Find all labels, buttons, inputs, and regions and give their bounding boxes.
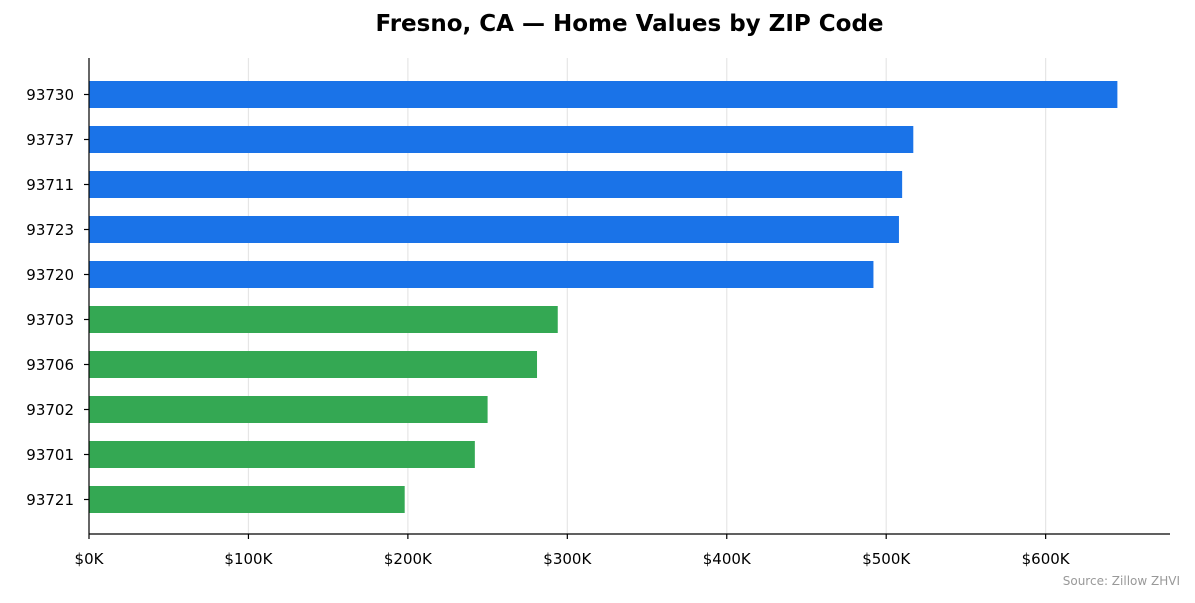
y-tick-label: 93706 <box>26 356 74 374</box>
x-tick-label: $0K <box>75 550 105 568</box>
bar-93702 <box>89 396 488 423</box>
bar-93701 <box>89 441 475 468</box>
y-tick-label: 93720 <box>26 266 74 284</box>
y-tick-label: 93723 <box>26 221 74 239</box>
bar-93723 <box>89 216 899 243</box>
y-tick-labels: 93730 93737 93711 93723 93720 93703 93706 93702… <box>26 86 74 509</box>
source-note: Source: Zillow ZHVI <box>1062 574 1180 588</box>
bar-93703 <box>89 306 558 333</box>
x-tick-label: $500K <box>862 550 911 568</box>
y-tick-label: 93737 <box>26 131 74 149</box>
x-tick-label: $100K <box>224 550 273 568</box>
x-tick-label: $200K <box>384 550 433 568</box>
y-tick-label: 93702 <box>26 401 74 419</box>
y-tick-label: 93701 <box>26 446 74 464</box>
bar-93706 <box>89 351 538 378</box>
bar-93730 <box>89 81 1118 108</box>
x-tick-labels: $0K $100K $200K $300K $400K $500K $600K <box>75 550 1071 568</box>
x-tick-label: $300K <box>543 550 592 568</box>
y-tick-label: 93711 <box>26 176 74 194</box>
bar-93721 <box>89 486 405 513</box>
chart-title: Fresno, CA — Home Values by ZIP Code <box>375 11 884 37</box>
y-tick-label: 93730 <box>26 86 74 104</box>
bars <box>89 81 1118 513</box>
y-tick-label: 93703 <box>26 311 74 329</box>
y-tick-label: 93721 <box>26 491 74 509</box>
x-tick-label: $400K <box>703 550 752 568</box>
x-tick-label: $600K <box>1022 550 1071 568</box>
bar-93737 <box>89 126 914 153</box>
axes <box>84 58 1170 539</box>
bar-93711 <box>89 171 903 198</box>
bar-93720 <box>89 261 874 288</box>
